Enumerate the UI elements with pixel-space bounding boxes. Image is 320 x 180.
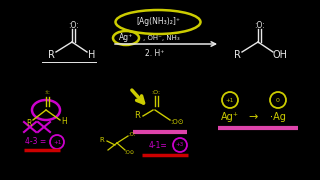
Text: OH: OH [273, 50, 287, 60]
Text: :O⊙: :O⊙ [124, 150, 134, 156]
Text: +1: +1 [226, 98, 234, 102]
Text: ⋅Ag: ⋅Ag [270, 112, 286, 122]
Text: H: H [88, 50, 96, 60]
Text: R: R [48, 50, 54, 60]
Text: +3: +3 [176, 143, 184, 147]
Text: →: → [248, 112, 258, 122]
Text: :O:: :O: [151, 89, 161, 94]
Text: 0: 0 [276, 98, 280, 102]
Text: 4-3 =: 4-3 = [25, 138, 47, 147]
Text: R: R [100, 137, 104, 143]
Text: R: R [234, 50, 240, 60]
Text: :O⊙: :O⊙ [170, 119, 184, 125]
Text: [Ag(NH₃)₂]⁺: [Ag(NH₃)₂]⁺ [136, 17, 180, 26]
Text: :O:: :O: [254, 21, 265, 30]
Text: H: H [61, 118, 67, 127]
Text: Ag⁺: Ag⁺ [221, 112, 239, 122]
Text: 4-1=: 4-1= [148, 141, 167, 150]
Text: :O:: :O: [68, 21, 79, 30]
Text: R: R [134, 111, 140, 120]
Text: +1: +1 [53, 140, 61, 145]
Text: 2. H⁺: 2. H⁺ [145, 50, 165, 59]
Text: Ag⁺: Ag⁺ [119, 33, 133, 42]
Text: R: R [26, 118, 32, 127]
Text: :i:: :i: [44, 91, 50, 96]
Text: :O:: :O: [128, 132, 136, 136]
Text: , OH⁻, NH₃: , OH⁻, NH₃ [143, 35, 180, 41]
